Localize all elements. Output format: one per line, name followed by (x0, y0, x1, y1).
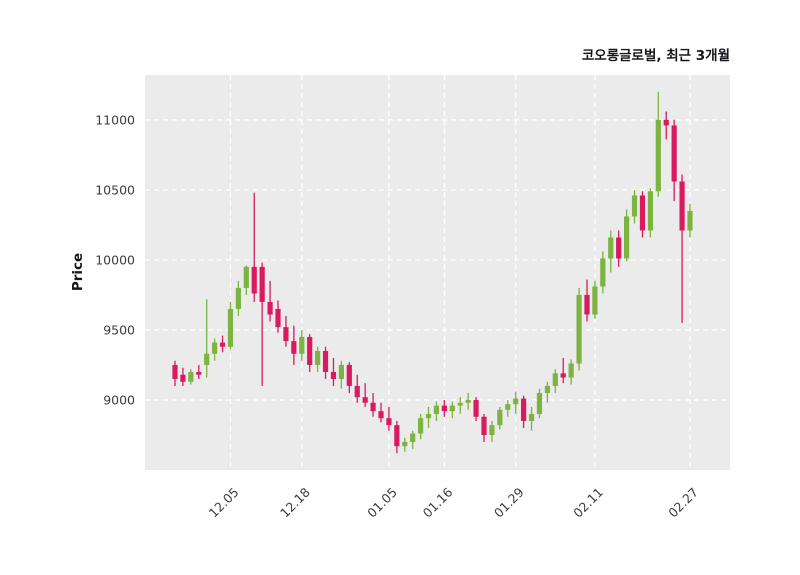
candle-body (671, 125, 677, 182)
candle-body (362, 397, 368, 403)
candle-body (299, 336, 305, 354)
candle-body (584, 294, 590, 315)
candle-body (370, 402, 376, 412)
candle-body (267, 301, 273, 315)
candle-body (528, 413, 535, 421)
candle-body (631, 195, 638, 217)
candle-body (481, 416, 487, 435)
y-tick-label: 9000 (103, 392, 135, 407)
candle-body (322, 350, 329, 372)
candle-body (259, 266, 265, 302)
candle-body (307, 336, 313, 365)
candle-body (655, 119, 661, 192)
candle-body (560, 373, 566, 378)
candle-body (663, 119, 669, 126)
candle-body (639, 195, 646, 231)
candle-body (536, 392, 543, 414)
candle-body (402, 441, 408, 447)
candle-body (386, 418, 392, 426)
candle-body (204, 353, 210, 365)
candle-body (433, 405, 440, 414)
y-tick-label: 10000 (95, 252, 135, 267)
candle-body (418, 418, 424, 434)
candle-body (354, 385, 360, 398)
candle-body (275, 308, 281, 328)
candle-body (513, 398, 519, 405)
candle-body (330, 371, 337, 379)
candle-body (410, 433, 416, 442)
candle-body (505, 404, 511, 410)
candle-body (378, 411, 384, 419)
candle-body (592, 286, 598, 315)
chart-title: 코오롱글로벌, 최근 3개월 (581, 48, 730, 64)
candle-body (568, 363, 574, 378)
x-tick-label: 01.05 (364, 485, 400, 521)
candle-body (465, 399, 471, 403)
candle-body (346, 364, 352, 386)
candle-body (291, 341, 297, 354)
candle-body (243, 266, 249, 288)
candle-body (315, 350, 321, 365)
candle-body (441, 405, 447, 412)
candle-body (521, 398, 527, 421)
candle-body (235, 287, 241, 309)
y-tick-label: 9500 (103, 322, 135, 337)
candle-body (283, 327, 289, 342)
candle-body (647, 191, 653, 231)
candle-body (212, 342, 218, 354)
candle-body (576, 294, 582, 364)
plot-area (145, 75, 730, 470)
candle-body (473, 399, 479, 417)
candle-body (338, 364, 344, 379)
candle-body (394, 425, 400, 447)
y-tick-label: 11000 (95, 112, 135, 127)
x-tick-label: 01.29 (491, 484, 527, 520)
candle-body (449, 405, 455, 412)
candle-body (616, 237, 622, 259)
candle-body (227, 308, 234, 347)
candle-body (552, 373, 558, 386)
x-tick-label: 01.16 (420, 484, 456, 520)
candle-body (497, 409, 503, 426)
x-tick-label: 02.27 (665, 485, 701, 521)
candle-body (544, 385, 550, 393)
candle-body (196, 371, 202, 375)
candle-body (219, 342, 226, 347)
candle-body (624, 216, 630, 259)
candle-body (600, 258, 606, 287)
candle-body (425, 413, 432, 419)
x-tick-label: 12.18 (277, 484, 313, 520)
x-tick-label: 12.05 (206, 485, 242, 521)
candle-body (679, 181, 685, 231)
candle-body (687, 210, 693, 231)
y-tick-label: 10500 (95, 182, 135, 197)
x-tick-label: 02.11 (570, 485, 606, 521)
candle-body (608, 237, 614, 259)
candle-body (489, 425, 495, 435)
candle-body (188, 371, 194, 382)
candle-body (180, 374, 186, 382)
candle-body (172, 364, 178, 379)
candle-body (457, 402, 463, 406)
candle-body (251, 266, 257, 294)
